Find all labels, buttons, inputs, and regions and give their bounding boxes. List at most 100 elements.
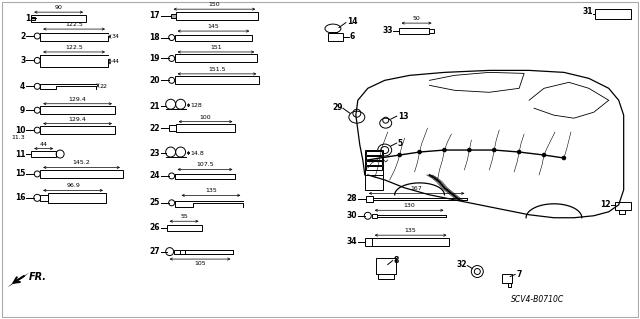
Bar (40, 106, 115, 114)
Bar (372, 214, 377, 218)
Circle shape (468, 148, 471, 152)
Bar (365, 238, 372, 246)
Text: 122.5: 122.5 (65, 45, 83, 50)
Text: 128: 128 (191, 103, 202, 108)
Bar (429, 29, 435, 33)
Text: 10: 10 (15, 126, 26, 135)
Text: 13: 13 (397, 112, 408, 121)
Text: 100: 100 (200, 115, 211, 120)
Text: 150: 150 (209, 2, 220, 7)
Bar (365, 150, 383, 175)
Text: 167: 167 (411, 186, 422, 191)
Bar (366, 166, 381, 170)
Bar (175, 76, 259, 84)
Text: 22: 22 (149, 124, 160, 133)
Circle shape (378, 156, 381, 160)
Bar (366, 156, 381, 160)
Text: 14.8: 14.8 (191, 151, 204, 156)
Bar (166, 225, 202, 231)
Text: 1: 1 (25, 14, 30, 23)
Bar (31, 15, 86, 22)
Text: 27: 27 (149, 247, 160, 256)
Text: 7: 7 (516, 270, 522, 279)
Text: 107.5: 107.5 (196, 162, 214, 167)
Bar (180, 249, 184, 254)
Text: 23: 23 (149, 149, 160, 158)
Text: 50: 50 (413, 16, 420, 21)
Text: 33: 33 (382, 26, 393, 35)
Bar (508, 284, 511, 287)
Text: 130: 130 (403, 203, 415, 208)
Text: 11.3: 11.3 (12, 135, 26, 140)
Bar (614, 202, 630, 210)
Text: 145: 145 (207, 24, 220, 29)
Circle shape (398, 153, 401, 157)
Bar (595, 9, 630, 19)
Text: 16: 16 (15, 193, 26, 202)
Circle shape (542, 153, 546, 157)
Text: 12: 12 (600, 200, 611, 209)
Bar (169, 125, 175, 131)
Text: 34: 34 (112, 34, 120, 39)
Text: 2: 2 (20, 32, 26, 41)
Bar (40, 126, 115, 134)
Circle shape (492, 148, 496, 152)
Bar (619, 210, 625, 214)
Text: 17: 17 (149, 11, 160, 20)
Text: 29: 29 (332, 103, 343, 112)
Text: 129.4: 129.4 (68, 117, 86, 122)
Text: 26: 26 (149, 223, 160, 232)
Text: 151: 151 (210, 45, 222, 50)
Text: 25: 25 (149, 198, 160, 207)
Bar (366, 196, 372, 202)
Text: 28: 28 (346, 194, 357, 203)
Text: 44: 44 (112, 59, 120, 64)
Text: 8: 8 (394, 256, 399, 265)
Text: 21: 21 (149, 102, 160, 111)
Text: 5: 5 (397, 138, 403, 148)
Text: 22: 22 (100, 84, 108, 89)
Text: 55: 55 (180, 214, 188, 219)
Text: 34: 34 (346, 237, 357, 246)
Bar (365, 175, 383, 190)
Text: 11: 11 (15, 150, 26, 159)
Bar (175, 124, 236, 132)
Text: 129.4: 129.4 (68, 97, 86, 102)
Bar (40, 170, 123, 178)
Text: 32: 32 (457, 260, 467, 269)
Bar (175, 34, 252, 41)
Circle shape (443, 148, 446, 152)
Text: 135: 135 (404, 228, 417, 233)
Text: 145.2: 145.2 (73, 160, 90, 166)
Bar (173, 249, 180, 254)
Text: 3: 3 (20, 56, 26, 65)
Circle shape (517, 150, 521, 154)
Bar (48, 193, 106, 203)
Bar (366, 151, 381, 155)
Text: 151.5: 151.5 (208, 67, 226, 72)
Text: 105: 105 (194, 261, 206, 266)
Text: 18: 18 (149, 33, 160, 42)
Bar (31, 17, 35, 19)
Text: 19: 19 (149, 54, 160, 63)
Text: 135: 135 (205, 188, 217, 193)
Text: 96.9: 96.9 (66, 183, 80, 189)
Text: 4: 4 (20, 82, 26, 91)
Bar (399, 27, 429, 33)
Text: 44: 44 (40, 142, 48, 146)
Bar (175, 12, 259, 19)
Text: 15: 15 (15, 169, 26, 178)
Bar (31, 151, 56, 157)
Text: 122.5: 122.5 (65, 22, 83, 27)
Bar (366, 161, 381, 165)
Circle shape (562, 156, 566, 160)
Text: 90: 90 (54, 5, 63, 10)
Bar (171, 14, 175, 18)
Text: 9: 9 (20, 106, 26, 115)
Text: SCV4-B0710C: SCV4-B0710C (511, 295, 564, 304)
Bar (502, 274, 512, 284)
Polygon shape (8, 272, 29, 287)
Bar (328, 33, 343, 41)
Text: 24: 24 (149, 171, 160, 181)
Text: 20: 20 (149, 76, 160, 85)
